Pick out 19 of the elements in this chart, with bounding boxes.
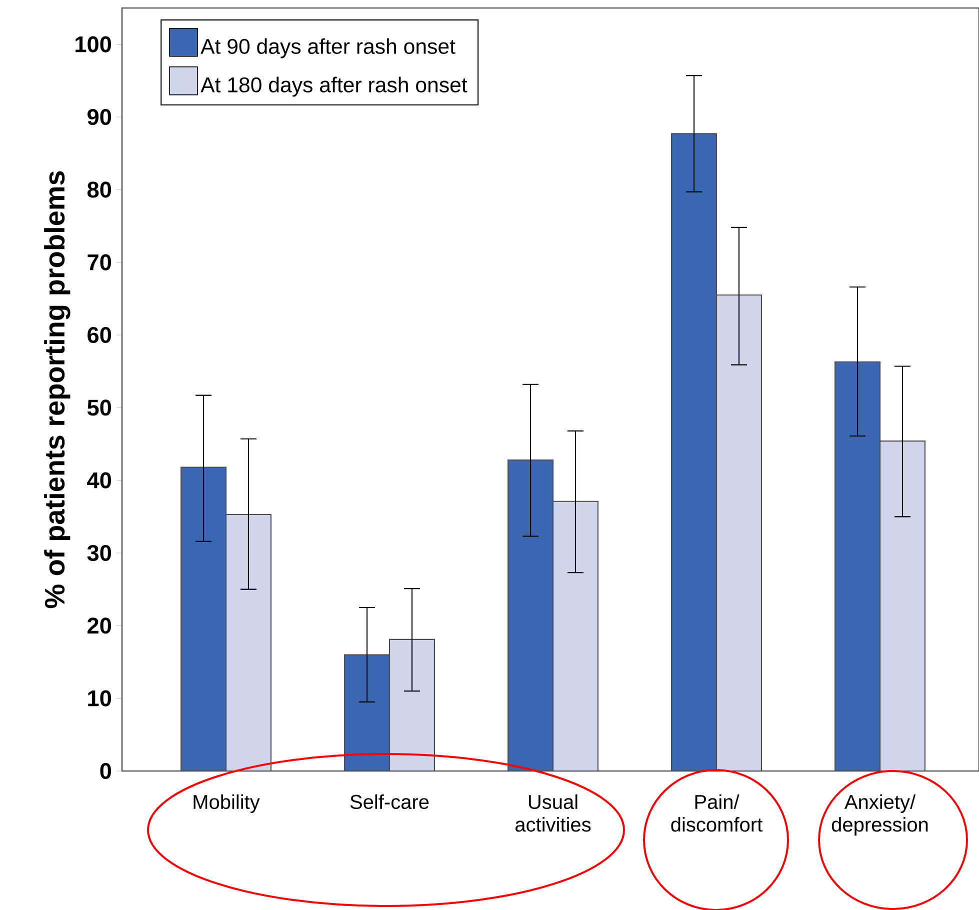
x-tick-label: Usual activities — [516, 794, 591, 832]
y-tick-label: 0 — [100, 762, 112, 780]
y-tick-label: 50 — [87, 400, 112, 416]
legend-label: At 180 days after rash onset — [200, 76, 468, 97]
y-tick-label: 40 — [87, 472, 112, 488]
y-tick-label: 100 — [76, 36, 112, 52]
y-tick-label: 10 — [88, 690, 112, 706]
y-tick-label: 80 — [87, 182, 112, 198]
y-tick-label: 90 — [88, 108, 112, 126]
y-tick-label: 60 — [88, 326, 112, 344]
x-tick-label: Mobility — [194, 794, 260, 813]
legend-label: At 90 days after rash onset — [200, 38, 456, 58]
y-tick-label: 30 — [87, 544, 112, 562]
x-tick-label: Anxiety/ depression — [832, 794, 928, 836]
y-axis-title: % of patients reporting problems — [44, 171, 70, 608]
x-tick-label: Self-care — [350, 794, 429, 810]
y-tick-label: 70 — [88, 254, 112, 270]
y-tick-label: 20 — [88, 618, 112, 634]
x-tick-label: Pain/ discomfort — [671, 794, 762, 832]
